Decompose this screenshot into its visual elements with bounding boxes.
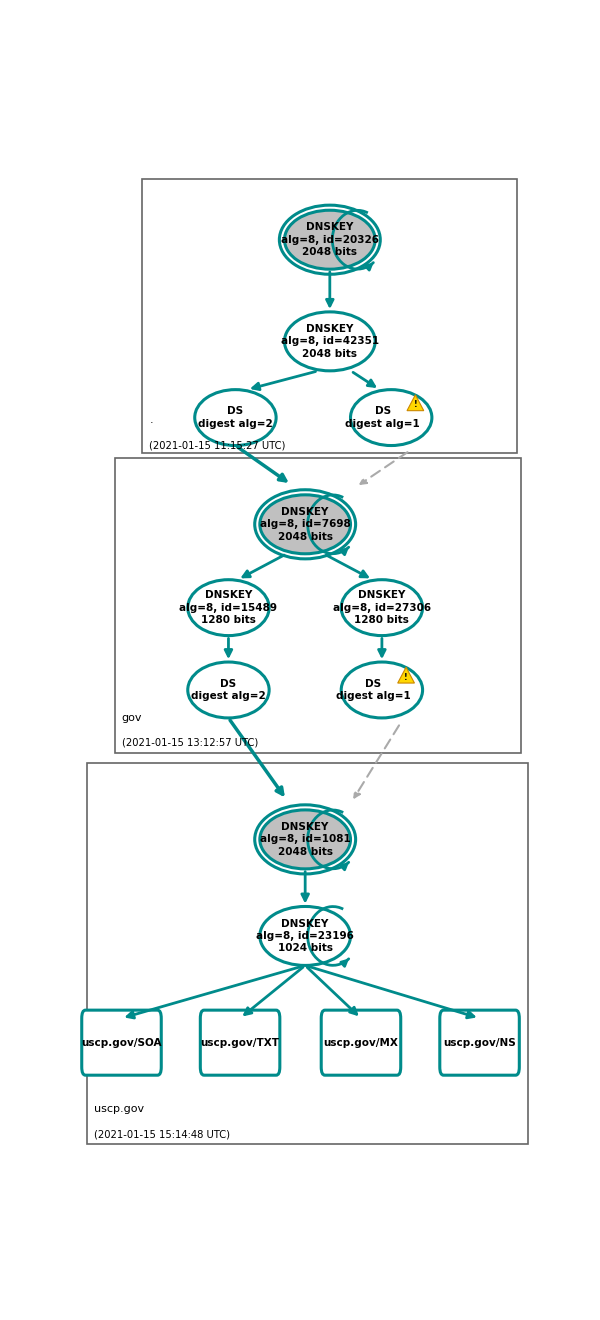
Ellipse shape — [260, 495, 350, 554]
Text: DNSKEY
alg=8, id=23196
1024 bits: DNSKEY alg=8, id=23196 1024 bits — [256, 919, 354, 953]
FancyBboxPatch shape — [321, 1010, 401, 1076]
Text: .: . — [149, 414, 153, 425]
Text: uscp.gov: uscp.gov — [94, 1104, 144, 1114]
Text: uscp.gov/SOA: uscp.gov/SOA — [81, 1038, 162, 1048]
Text: DNSKEY
alg=8, id=15489
1280 bits: DNSKEY alg=8, id=15489 1280 bits — [179, 590, 277, 626]
Ellipse shape — [350, 389, 432, 446]
Text: DNSKEY
alg=8, id=27306
1280 bits: DNSKEY alg=8, id=27306 1280 bits — [333, 590, 431, 626]
FancyBboxPatch shape — [200, 1010, 280, 1076]
Bar — [115, 458, 521, 752]
Bar — [142, 178, 517, 453]
Ellipse shape — [284, 210, 375, 269]
Text: DNSKEY
alg=8, id=42351
2048 bits: DNSKEY alg=8, id=42351 2048 bits — [281, 323, 379, 359]
FancyBboxPatch shape — [440, 1010, 520, 1076]
Text: (2021-01-15 11:15:27 UTC): (2021-01-15 11:15:27 UTC) — [149, 440, 286, 450]
Ellipse shape — [284, 312, 375, 371]
FancyBboxPatch shape — [82, 1010, 161, 1076]
Polygon shape — [398, 667, 415, 682]
Bar — [86, 763, 529, 1144]
Text: DNSKEY
alg=8, id=20326
2048 bits: DNSKEY alg=8, id=20326 2048 bits — [281, 222, 379, 257]
Ellipse shape — [188, 579, 269, 636]
Text: DS
digest alg=2: DS digest alg=2 — [191, 678, 266, 701]
Ellipse shape — [341, 663, 422, 718]
Text: (2021-01-15 15:14:48 UTC): (2021-01-15 15:14:48 UTC) — [94, 1129, 230, 1139]
Text: uscp.gov/TXT: uscp.gov/TXT — [200, 1038, 280, 1048]
Ellipse shape — [260, 907, 350, 965]
Text: !: ! — [404, 673, 408, 681]
Text: uscp.gov/MX: uscp.gov/MX — [323, 1038, 398, 1048]
Text: uscp.gov/NS: uscp.gov/NS — [443, 1038, 516, 1048]
Ellipse shape — [188, 663, 269, 718]
Ellipse shape — [341, 579, 422, 636]
Text: DS
digest alg=1: DS digest alg=1 — [336, 678, 411, 701]
Text: gov: gov — [121, 713, 142, 722]
Text: (2021-01-15 13:12:57 UTC): (2021-01-15 13:12:57 UTC) — [121, 738, 258, 748]
Text: DNSKEY
alg=8, id=7698
2048 bits: DNSKEY alg=8, id=7698 2048 bits — [260, 507, 350, 541]
Ellipse shape — [195, 389, 276, 446]
Ellipse shape — [260, 810, 350, 869]
Polygon shape — [407, 395, 424, 411]
Text: DNSKEY
alg=8, id=1081
2048 bits: DNSKEY alg=8, id=1081 2048 bits — [260, 822, 350, 857]
Text: !: ! — [413, 400, 417, 409]
Text: DS
digest alg=1: DS digest alg=1 — [346, 407, 420, 429]
Text: DS
digest alg=2: DS digest alg=2 — [198, 407, 273, 429]
